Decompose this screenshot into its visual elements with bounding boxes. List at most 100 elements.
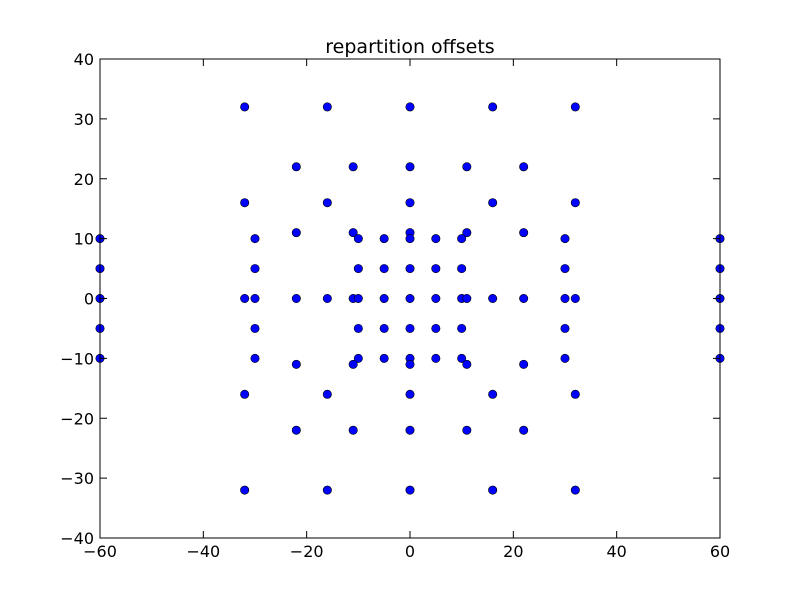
y-tick-label: 40 bbox=[74, 50, 94, 69]
data-point bbox=[560, 293, 570, 303]
data-point bbox=[240, 102, 250, 112]
data-point bbox=[570, 485, 580, 495]
y-tick-label: −40 bbox=[60, 529, 94, 548]
data-point bbox=[405, 264, 415, 274]
data-point bbox=[291, 228, 301, 238]
data-point bbox=[379, 353, 389, 363]
data-point bbox=[457, 264, 467, 274]
data-point bbox=[405, 162, 415, 172]
data-point bbox=[353, 323, 363, 333]
data-point bbox=[519, 162, 529, 172]
data-point bbox=[457, 323, 467, 333]
data-point bbox=[462, 162, 472, 172]
data-point bbox=[560, 323, 570, 333]
y-tick-label: −20 bbox=[60, 409, 94, 428]
x-tick-label: 60 bbox=[710, 542, 730, 561]
data-point bbox=[291, 162, 301, 172]
data-point bbox=[570, 389, 580, 399]
x-tick-label: −40 bbox=[186, 542, 220, 561]
data-point bbox=[240, 485, 250, 495]
data-point bbox=[250, 323, 260, 333]
data-point bbox=[322, 485, 332, 495]
data-point bbox=[431, 353, 441, 363]
data-point bbox=[353, 264, 363, 274]
data-point bbox=[240, 389, 250, 399]
data-point bbox=[462, 425, 472, 435]
data-point bbox=[348, 162, 358, 172]
y-tick-label: 10 bbox=[74, 230, 94, 249]
data-point bbox=[348, 228, 358, 238]
x-tick-label: 40 bbox=[606, 542, 626, 561]
data-point bbox=[405, 293, 415, 303]
data-point bbox=[457, 353, 467, 363]
data-point bbox=[291, 293, 301, 303]
x-tick-label: 20 bbox=[503, 542, 523, 561]
data-point bbox=[353, 293, 363, 303]
chart-title: repartition offsets bbox=[325, 36, 494, 58]
data-point bbox=[322, 389, 332, 399]
data-point bbox=[322, 102, 332, 112]
data-point bbox=[353, 353, 363, 363]
data-point bbox=[322, 293, 332, 303]
data-point bbox=[240, 293, 250, 303]
data-point bbox=[348, 425, 358, 435]
data-point bbox=[405, 198, 415, 208]
data-point bbox=[250, 234, 260, 244]
data-point bbox=[488, 389, 498, 399]
x-tick-label: −20 bbox=[290, 542, 324, 561]
y-tick-label: −30 bbox=[60, 469, 94, 488]
data-point bbox=[462, 228, 472, 238]
data-point bbox=[560, 264, 570, 274]
data-point bbox=[348, 359, 358, 369]
data-point bbox=[519, 228, 529, 238]
data-point bbox=[488, 293, 498, 303]
data-point bbox=[457, 234, 467, 244]
data-point bbox=[431, 234, 441, 244]
data-point bbox=[250, 293, 260, 303]
x-tick-label: −60 bbox=[83, 542, 117, 561]
data-point bbox=[570, 102, 580, 112]
data-point bbox=[291, 359, 301, 369]
y-axis: −40 −30 −20 −10 0 10 20 30 40 bbox=[60, 50, 720, 548]
data-point bbox=[240, 198, 250, 208]
data-point bbox=[560, 353, 570, 363]
data-points bbox=[95, 102, 725, 495]
data-point bbox=[431, 264, 441, 274]
data-point bbox=[431, 293, 441, 303]
data-point bbox=[431, 323, 441, 333]
data-point bbox=[405, 425, 415, 435]
data-point bbox=[405, 323, 415, 333]
x-axis: −60 −40 −20 0 20 40 60 bbox=[83, 59, 730, 561]
data-point bbox=[322, 198, 332, 208]
data-point bbox=[405, 102, 415, 112]
data-point bbox=[291, 425, 301, 435]
data-point bbox=[379, 264, 389, 274]
data-point bbox=[462, 293, 472, 303]
data-point bbox=[379, 323, 389, 333]
x-tick-label: 0 bbox=[405, 542, 415, 561]
data-point bbox=[488, 485, 498, 495]
data-point bbox=[519, 359, 529, 369]
data-point bbox=[250, 353, 260, 363]
data-point bbox=[519, 293, 529, 303]
y-tick-label: 20 bbox=[74, 170, 94, 189]
data-point bbox=[250, 264, 260, 274]
data-point bbox=[405, 389, 415, 399]
data-point bbox=[353, 234, 363, 244]
data-point bbox=[462, 359, 472, 369]
data-point bbox=[379, 293, 389, 303]
y-tick-label: −10 bbox=[60, 349, 94, 368]
y-tick-label: 30 bbox=[74, 110, 94, 129]
data-point bbox=[560, 234, 570, 244]
data-point bbox=[570, 198, 580, 208]
data-point bbox=[405, 234, 415, 244]
data-point bbox=[519, 425, 529, 435]
data-point bbox=[570, 293, 580, 303]
data-point bbox=[488, 198, 498, 208]
data-point bbox=[405, 359, 415, 369]
data-point bbox=[488, 102, 498, 112]
y-tick-label: 0 bbox=[84, 290, 94, 309]
data-point bbox=[405, 485, 415, 495]
data-point bbox=[379, 234, 389, 244]
